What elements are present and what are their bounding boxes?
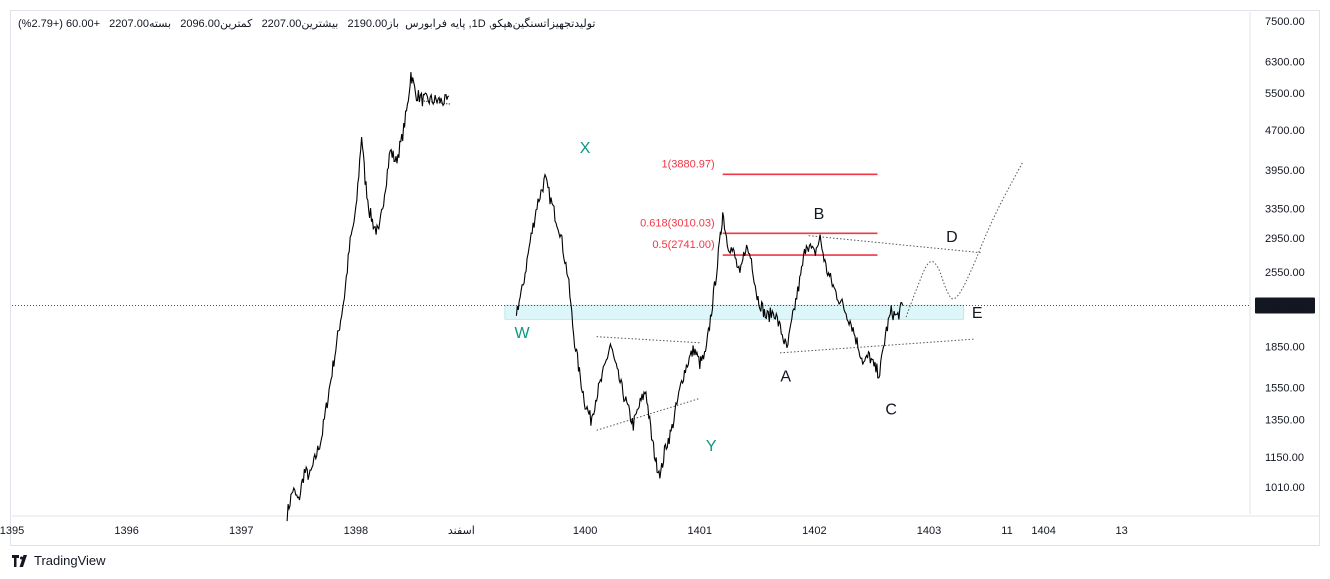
open-value: 2190.00	[347, 18, 388, 30]
low-label: کمترین	[219, 18, 253, 30]
last-price-label: 2207.00	[1263, 300, 1303, 312]
wave-label-c: C	[885, 402, 897, 419]
y-tick-label: 5500.00	[1265, 88, 1305, 100]
fib-level-label: 0.5(2741.00)	[652, 239, 714, 251]
last-price-tag	[1255, 297, 1315, 314]
x-tick-label: 1395	[0, 525, 24, 537]
wave-label-d: D	[946, 229, 958, 246]
x-tick-label: 11	[1001, 525, 1012, 537]
price-series[interactable]	[286, 72, 904, 522]
symbol-header: تولیدتجهیزاتسنگین‌هپکو, 1D, پایه فرابورس…	[18, 17, 595, 30]
y-tick-label: 1850.00	[1265, 341, 1305, 353]
x-tick-label: 1397	[229, 525, 253, 537]
open-label: باز	[387, 18, 400, 30]
wave-label-w: W	[515, 325, 531, 342]
y-tick-label: 3950.00	[1265, 165, 1305, 177]
tradingview-footer[interactable]: TradingView	[12, 553, 106, 568]
wave-label-b: B	[814, 206, 825, 223]
chart-frame[interactable]	[10, 10, 1320, 546]
x-tick-label: 13	[1115, 525, 1127, 537]
wave-label-e: E	[972, 305, 983, 322]
y-tick-label: 6300.00	[1265, 57, 1305, 69]
x-tick-label: 1403	[917, 525, 941, 537]
y-tick-label: 3350.00	[1265, 203, 1305, 215]
x-tick-label: 1396	[114, 525, 138, 537]
fib-level-label: 1(3880.97)	[661, 158, 714, 170]
x-tick-label: 1400	[573, 525, 597, 537]
symbol-name: تولیدتجهیزاتسنگین‌هپکو, 1D, پایه فرابورس	[405, 18, 596, 30]
y-tick-label: 7500.00	[1265, 16, 1305, 28]
close-value: 2207.00	[109, 18, 149, 30]
ext-upper-left-trendline[interactable]	[596, 336, 700, 344]
wave-label-x: X	[580, 140, 591, 157]
x-tick-label: 1402	[802, 525, 826, 537]
x-tick-label: 1404	[1031, 525, 1055, 537]
high-label: بیشترین	[301, 18, 339, 30]
wave-label-y: Y	[706, 438, 717, 455]
ext-upper-right-trendline[interactable]	[808, 235, 981, 254]
y-tick-label: 1150.00	[1265, 452, 1304, 464]
x-tick-label: اسفند	[448, 525, 475, 537]
high-value: 2207.00	[261, 18, 302, 30]
wave-label-a: A	[780, 369, 791, 386]
y-tick-label: 4700.00	[1265, 125, 1305, 137]
projection-path[interactable]	[905, 161, 1024, 318]
close-label: بسته	[148, 18, 172, 30]
ext-lower-right-trendline[interactable]	[779, 338, 975, 354]
y-tick-label: 2550.00	[1265, 267, 1305, 279]
low-value: 2096.00	[180, 18, 220, 30]
tradingview-brand: TradingView	[34, 553, 106, 568]
y-tick-label: 2950.00	[1265, 233, 1305, 245]
x-tick-label: 1401	[688, 525, 712, 537]
y-tick-label: 1350.00	[1265, 415, 1305, 427]
fib-level-label: 0.618(3010.03)	[640, 217, 715, 229]
support-zone[interactable]	[504, 304, 964, 320]
x-tick-label: 1398	[344, 525, 368, 537]
tradingview-logo-icon	[12, 554, 27, 567]
y-tick-label: 1550.00	[1265, 383, 1305, 395]
y-tick-label: 1010.00	[1265, 482, 1305, 494]
change-value: +60.00 (+2.79%)	[18, 18, 100, 30]
